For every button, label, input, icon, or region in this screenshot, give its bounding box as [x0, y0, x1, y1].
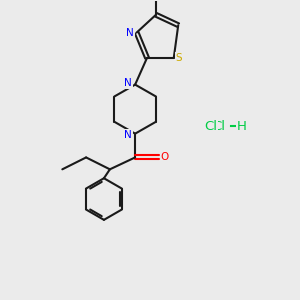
Text: Cl: Cl — [204, 120, 218, 133]
Text: S: S — [176, 53, 182, 64]
Text: N: N — [124, 78, 132, 88]
Text: Cl: Cl — [212, 120, 225, 133]
Text: H: H — [237, 120, 247, 133]
Text: N: N — [126, 28, 134, 38]
Text: N: N — [124, 130, 132, 140]
Text: O: O — [161, 152, 169, 162]
